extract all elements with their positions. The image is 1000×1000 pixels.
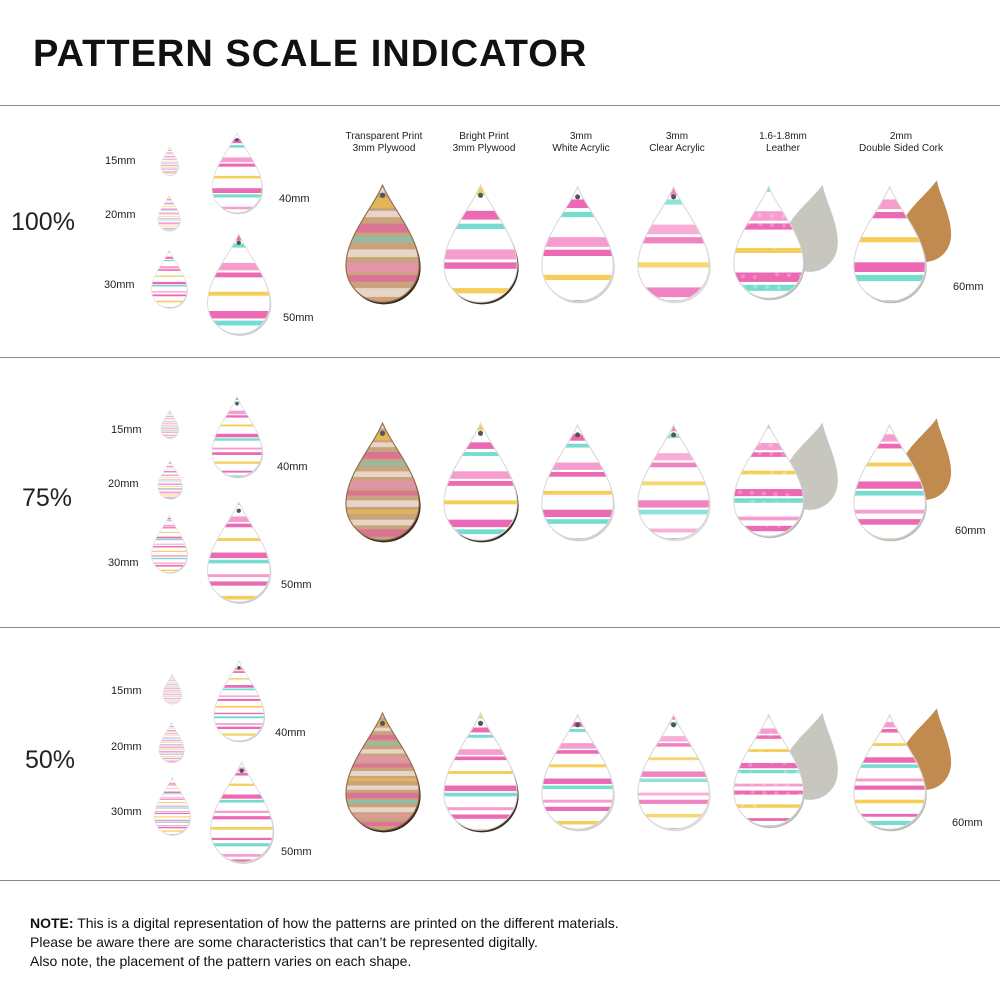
plywood-transparent-drop <box>345 421 421 543</box>
size-label-60mm: 60mm <box>953 281 984 293</box>
cork-drop <box>853 185 927 304</box>
size-label-15mm: 15mm <box>111 685 142 697</box>
material-label-bright-plywood: Bright Print 3mm Plywood <box>452 131 516 154</box>
white-acrylic-drop <box>541 713 615 832</box>
size-sample-drop <box>160 409 179 439</box>
note-label: NOTE: <box>30 915 74 931</box>
material-label-leather: 1.6-1.8mm Leather <box>759 131 807 154</box>
size-label-50mm: 50mm <box>281 846 312 858</box>
plywood-bright-drop <box>443 711 519 833</box>
plywood-transparent-drop <box>345 183 421 305</box>
white-acrylic-drop <box>541 423 615 542</box>
size-label-60mm: 60mm <box>955 525 986 537</box>
size-label-20mm: 20mm <box>111 741 142 753</box>
plywood-transparent-drop <box>345 711 421 833</box>
scale-percent: 100% <box>11 208 75 236</box>
divider <box>0 357 1000 358</box>
size-sample-drop <box>160 146 179 176</box>
size-sample-drop <box>207 500 272 604</box>
divider <box>0 105 1000 106</box>
size-label-40mm: 40mm <box>277 461 308 473</box>
size-label-60mm: 60mm <box>952 817 983 829</box>
note-line-1: This is a digital representation of how … <box>77 915 619 931</box>
size-sample-drop <box>211 131 263 215</box>
divider <box>0 627 1000 628</box>
size-sample-drop <box>157 459 183 500</box>
clear-acrylic-drop <box>637 423 711 542</box>
plywood-bright-drop <box>443 421 519 543</box>
size-sample-drop <box>154 776 191 836</box>
note-line-2: Please be aware there are some character… <box>30 934 538 950</box>
cork-drop <box>853 713 927 832</box>
cork-drop <box>853 423 927 542</box>
size-label-40mm: 40mm <box>275 727 306 739</box>
leather-drop <box>733 185 805 301</box>
size-label-50mm: 50mm <box>283 312 314 324</box>
size-sample-drop <box>213 659 265 743</box>
material-label-white-acrylic: 3mm White Acrylic <box>552 131 610 154</box>
size-sample-drop <box>207 232 272 336</box>
size-label-30mm: 30mm <box>108 557 139 569</box>
scale-percent: 75% <box>22 484 73 512</box>
note-text: NOTE: This is a digital representation o… <box>30 914 619 971</box>
page-title: PATTERN SCALE INDICATOR <box>33 33 588 75</box>
clear-acrylic-drop <box>637 185 711 304</box>
size-sample-drop <box>162 673 182 705</box>
leather-drop <box>733 713 805 829</box>
size-label-20mm: 20mm <box>108 478 139 490</box>
size-label-30mm: 30mm <box>111 806 142 818</box>
size-label-40mm: 40mm <box>279 193 310 205</box>
divider <box>0 880 1000 881</box>
size-sample-drop <box>157 194 181 232</box>
note-line-3: Also note, the placement of the pattern … <box>30 953 412 969</box>
size-sample-drop <box>151 249 188 309</box>
size-sample-drop <box>211 395 263 479</box>
white-acrylic-drop <box>541 185 615 304</box>
size-sample-drop <box>151 514 188 574</box>
material-label-clear-acrylic: 3mm Clear Acrylic <box>649 131 705 154</box>
size-sample-drop <box>158 721 185 764</box>
material-label-transparent-plywood: Transparent Print 3mm Plywood <box>345 131 423 154</box>
size-sample-drop <box>210 760 275 864</box>
size-label-50mm: 50mm <box>281 579 312 591</box>
plywood-bright-drop <box>443 183 519 305</box>
size-label-15mm: 15mm <box>111 424 142 436</box>
size-label-20mm: 20mm <box>105 209 136 221</box>
scale-percent: 50% <box>25 746 76 774</box>
size-label-30mm: 30mm <box>104 279 135 291</box>
size-label-15mm: 15mm <box>105 155 136 167</box>
material-label-cork: 2mm Double Sided Cork <box>859 131 943 154</box>
clear-acrylic-drop <box>637 713 711 832</box>
leather-drop <box>733 423 805 539</box>
